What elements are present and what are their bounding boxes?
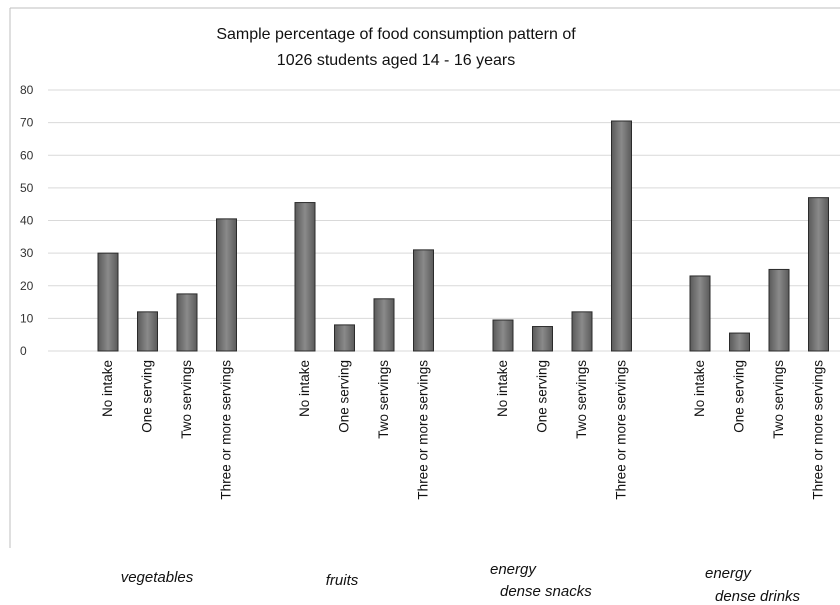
category-label: One serving	[337, 360, 352, 433]
group-label: energy	[705, 565, 752, 582]
y-tick-label: 60	[20, 148, 34, 162]
category-label: Two servings	[179, 360, 194, 439]
bar	[97, 252, 119, 352]
bars	[97, 120, 829, 352]
y-tick-label: 40	[20, 214, 34, 228]
bar	[768, 268, 790, 352]
y-tick-label: 0	[20, 344, 27, 358]
group-label: fruits	[326, 572, 359, 589]
gridlines	[48, 89, 840, 352]
bar	[571, 311, 593, 352]
bar	[808, 197, 829, 352]
category-labels: No intake One serving Two servings Three or…	[100, 360, 826, 500]
y-tick-label: 30	[20, 246, 34, 260]
category-label: Two servings	[376, 360, 391, 439]
group-label: energy	[490, 561, 537, 578]
group-label: dense drinks	[715, 588, 801, 605]
category-label: Two servings	[771, 360, 786, 439]
bar	[492, 319, 514, 352]
category-label: One serving	[140, 360, 155, 433]
bar	[137, 311, 158, 352]
y-tick-label: 70	[20, 116, 34, 130]
category-label: No intake	[495, 360, 510, 417]
category-label: Three or more servings	[416, 360, 431, 500]
category-label: One serving	[732, 360, 747, 433]
bar	[216, 218, 237, 352]
category-label: Three or more servings	[614, 360, 629, 500]
bar	[729, 332, 750, 352]
category-label: No intake	[100, 360, 115, 417]
bar	[532, 326, 553, 352]
bar	[689, 275, 711, 352]
category-label: One serving	[535, 360, 550, 433]
category-label: Three or more servings	[811, 360, 826, 500]
group-label: vegetables	[121, 569, 194, 586]
y-axis-ticks: 0 10 20 30 40 50 60 70 80	[20, 83, 34, 358]
group-label: dense snacks	[500, 583, 592, 600]
y-tick-label: 80	[20, 83, 34, 97]
chart-title-line-1: Sample percentage of food consumption pa…	[216, 26, 576, 43]
category-label: Two servings	[574, 360, 589, 439]
bar	[373, 298, 395, 352]
category-label: No intake	[692, 360, 707, 417]
bar	[611, 120, 632, 352]
bar	[413, 249, 434, 352]
category-label: Three or more servings	[219, 360, 234, 500]
y-tick-label: 20	[20, 279, 34, 293]
bar	[176, 293, 198, 352]
y-tick-label: 10	[20, 311, 34, 325]
y-tick-label: 50	[20, 181, 34, 195]
group-labels: vegetables fruits energy dense snacks energy…	[121, 561, 801, 605]
category-label: No intake	[297, 360, 312, 417]
bar	[294, 202, 316, 352]
chart-title-line-2: 1026 students aged 14 - 16 years	[277, 52, 515, 69]
bar	[334, 324, 355, 352]
